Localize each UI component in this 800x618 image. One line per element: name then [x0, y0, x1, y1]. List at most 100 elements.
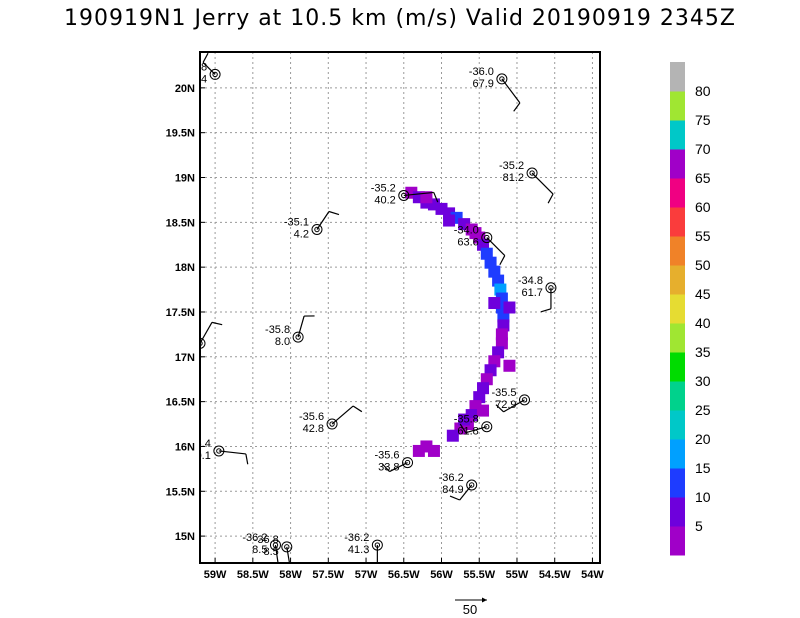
colorbar-segment — [670, 178, 685, 208]
colorbar-label: 5 — [695, 518, 703, 534]
plot-frame — [199, 51, 601, 564]
colorbar-label: 50 — [695, 257, 711, 273]
station-markers: -35.84.4-36.067.9-35.281.2-35.240.2-35.1… — [186, 52, 557, 570]
wind-cell — [480, 247, 493, 260]
y-tick-label: 16.5N — [166, 397, 195, 409]
wind-barb-flag — [449, 495, 460, 501]
station-ring-inner — [521, 397, 528, 403]
station-temp-label: -35.8 — [265, 324, 290, 336]
y-tick-label: 17.5N — [166, 307, 195, 319]
wind-barb-flag — [540, 308, 552, 313]
colorbar-label: 75 — [695, 112, 711, 128]
station-temp-label: -34.0 — [454, 225, 479, 237]
station: -36.241.3 — [344, 532, 383, 563]
station-temp-label: -36.8 — [254, 534, 279, 546]
wind-barb-staff — [316, 211, 330, 230]
station-ring — [519, 394, 531, 406]
station-speed-label: 84.9 — [442, 484, 463, 496]
station-ring — [481, 232, 493, 244]
colorbar-segment — [670, 236, 685, 266]
wind-cell — [427, 444, 440, 457]
station-speed-label: 4.4 — [192, 73, 207, 85]
station-ring — [281, 541, 293, 553]
colorbar-segment — [670, 439, 685, 469]
x-tick-label: 56W — [430, 569, 453, 581]
station-ring — [209, 68, 221, 80]
station-temp-label: -35.1 — [284, 217, 309, 229]
colorbar-label: 25 — [695, 402, 711, 418]
colorbar-segment — [670, 526, 685, 556]
wind-barb-flag — [211, 321, 223, 326]
station-speed-label: 42.8 — [303, 423, 324, 435]
station-ring-inner — [468, 482, 475, 488]
wind-barb-staff — [403, 191, 434, 197]
station-speed-label: 0.1 — [196, 450, 211, 462]
wind-barb-staff — [297, 315, 305, 338]
colorbar-label: 20 — [695, 431, 711, 447]
station-ring — [269, 539, 281, 551]
colorbar-segment — [670, 120, 685, 150]
station: -34.861.7 — [518, 275, 557, 313]
wind-barb-staff — [202, 61, 216, 75]
wind-cell — [469, 227, 482, 240]
wind-cell — [412, 444, 425, 457]
colorbar-segment — [670, 497, 685, 527]
x-tick-label: 59W — [204, 569, 227, 581]
y-tick-label: 17N — [175, 352, 195, 364]
station: -34.063.6 — [454, 225, 506, 266]
station-ring-inner — [295, 334, 301, 340]
colorbar-label: 45 — [695, 286, 711, 302]
y-tick-label: 19.5N — [166, 128, 195, 140]
station-ring — [496, 73, 508, 85]
colorbar-label: 55 — [695, 228, 711, 244]
station-ring-inner — [529, 170, 535, 176]
station: -35.281.2 — [499, 160, 554, 204]
station-ring — [311, 224, 323, 236]
colorbar-segment — [670, 410, 685, 440]
wind-barb-staff — [465, 426, 487, 434]
station: -35.861.8 — [454, 414, 493, 438]
y-tick-label: 16N — [175, 441, 195, 453]
wind-barb-flag — [547, 193, 554, 204]
station: -36.28.5 — [242, 532, 281, 570]
wind-barb-staff — [218, 450, 246, 455]
colorbar-segment — [670, 381, 685, 411]
wind-cell — [420, 191, 433, 204]
x-tick-label: 55.5W — [463, 569, 495, 581]
station-speed-label: 33.8 — [378, 462, 399, 474]
station: -36.88.5 — [254, 534, 293, 563]
colorbar-segment — [670, 265, 685, 295]
station-temp-label: -36.0 — [469, 66, 494, 78]
colorbar: 5 10 15 20 25 30 35 40 45 50 55 60 65 70 75 80 — [670, 62, 711, 556]
colorbar-segment — [670, 294, 685, 324]
station-ring-inner — [499, 76, 505, 82]
station-speed-label: 61.7 — [522, 287, 543, 299]
station-temp-label: -34.8 — [518, 275, 543, 287]
wind-barb-flag — [433, 192, 439, 203]
colorbar-label: 40 — [695, 315, 711, 331]
station-temp-label: -36.2 — [344, 532, 369, 544]
wind-barb-staff — [531, 172, 554, 195]
station-temp-label: -35.6 — [374, 450, 399, 462]
wind-barb-flag — [202, 52, 209, 63]
wind-barb-flag — [459, 423, 467, 434]
wind-barb-flag — [269, 566, 278, 570]
station-ring — [481, 421, 493, 433]
station: -35.14.2 — [284, 210, 340, 241]
colorbar-label: 30 — [695, 373, 711, 389]
colorbar-segment — [670, 149, 685, 179]
station-speed-label: 8.5 — [252, 544, 267, 556]
grid-lines — [200, 52, 600, 563]
station-ring — [402, 457, 414, 469]
station-temp-label: -35.4 — [186, 438, 211, 450]
station-ring-inner — [484, 424, 490, 430]
colorbar-segment — [670, 468, 685, 498]
wind-barb-flag — [328, 210, 340, 216]
colorbar-label: 15 — [695, 460, 711, 476]
station-ring-inner — [314, 226, 320, 233]
station-ring-inner — [484, 234, 490, 241]
station-ring-inner — [329, 421, 335, 427]
y-tick-label: 18.5N — [166, 217, 195, 229]
colorbar-segment — [670, 352, 685, 382]
wind-cell — [503, 359, 516, 372]
